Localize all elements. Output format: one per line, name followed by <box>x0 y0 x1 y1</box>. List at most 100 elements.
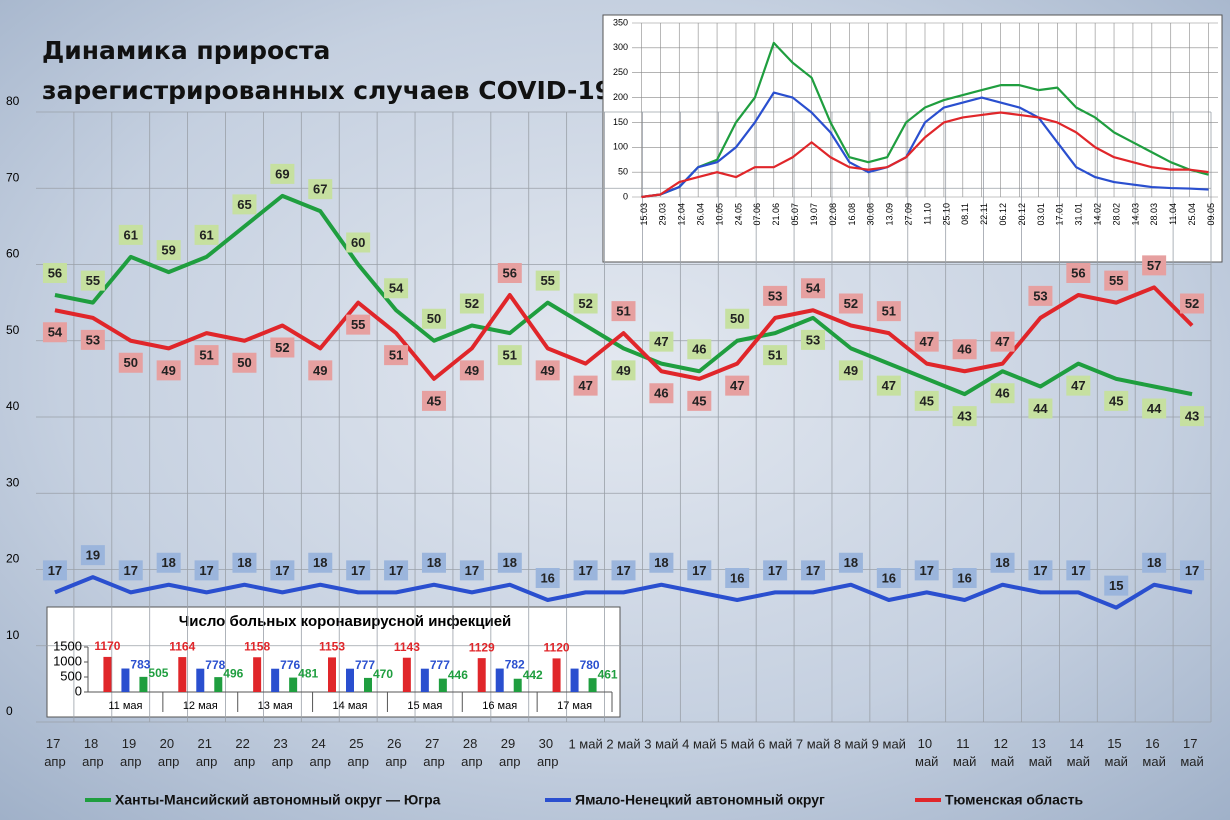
value-label-box <box>346 232 371 253</box>
y-tick-label: 60 <box>6 247 20 261</box>
value-label: 17 <box>616 563 630 578</box>
value-label-box <box>1028 398 1053 419</box>
bar <box>271 668 280 692</box>
value-label: 442 <box>523 668 543 682</box>
x-tick-label: 21.06 <box>771 203 781 226</box>
x-tick-label: 31.01 <box>1074 203 1084 226</box>
value-label-box <box>1180 406 1205 427</box>
value-label: 54 <box>48 325 63 340</box>
value-label: 46 <box>654 386 668 401</box>
value-label: 778 <box>205 658 225 672</box>
value-label-box <box>611 301 636 322</box>
value-label-box <box>156 360 181 381</box>
value-label-box <box>1028 285 1053 306</box>
x-tick-label: 24 апр <box>310 736 332 769</box>
inset-frame <box>602 14 1223 263</box>
value-label-box <box>459 360 484 381</box>
x-tick-label: 25 апр <box>347 736 369 769</box>
bar <box>495 668 504 692</box>
value-label-box <box>725 308 750 329</box>
value-label-box <box>952 568 977 588</box>
value-label: 782 <box>505 658 525 672</box>
value-label-box <box>801 560 826 581</box>
value-label-box <box>914 390 939 411</box>
x-tick-label: 12 мая <box>183 700 218 712</box>
value-label-box <box>763 345 788 366</box>
x-tick-label: 29 апр <box>499 736 521 769</box>
bar <box>253 657 262 692</box>
series-line <box>641 41 1209 199</box>
value-label-box <box>346 560 371 581</box>
value-label: 50 <box>730 311 744 326</box>
value-label: 51 <box>768 348 782 363</box>
value-label: 17 <box>351 563 365 578</box>
value-label: 481 <box>298 667 318 681</box>
value-label: 69 <box>275 166 289 181</box>
x-tick-label: 1 май <box>568 736 602 751</box>
value-label-box <box>421 308 446 329</box>
value-label: 53 <box>86 332 100 347</box>
value-label: 1120 <box>544 641 570 655</box>
value-label: 15 <box>1109 578 1123 593</box>
value-label: 47 <box>995 334 1009 349</box>
bar <box>420 668 429 692</box>
series-line <box>641 111 1209 199</box>
value-label-box <box>725 375 750 396</box>
y-tick-label: 0 <box>6 704 13 718</box>
x-tick-label: 13 май <box>1029 736 1052 769</box>
value-label: 47 <box>654 334 668 349</box>
value-label-box <box>611 360 636 381</box>
bar <box>588 678 597 692</box>
value-label: 17 <box>1185 563 1199 578</box>
value-label-box <box>838 552 863 573</box>
value-label: 505 <box>148 666 168 680</box>
value-label: 52 <box>275 340 289 355</box>
x-tick-label: 10.05 <box>714 203 724 226</box>
value-label-box <box>421 552 446 573</box>
value-label: 49 <box>465 363 479 378</box>
x-tick-label: 5 май <box>720 736 754 751</box>
value-label-box <box>270 560 295 581</box>
value-label-box <box>1066 263 1091 283</box>
x-tick-label: 03.01 <box>1036 203 1046 226</box>
x-tick-label: 14.02 <box>1093 203 1103 226</box>
value-label: 67 <box>313 182 327 197</box>
y-tick-label: 250 <box>613 67 628 77</box>
value-label: 50 <box>427 311 441 326</box>
y-tick-label: 40 <box>6 399 20 413</box>
value-label-box <box>611 560 636 581</box>
legend-label: Ямало-Ненецкий автономный округ <box>575 792 825 808</box>
value-label-box <box>80 270 105 291</box>
x-tick-label: 16.08 <box>847 203 857 226</box>
bar <box>402 657 411 692</box>
value-label: 61 <box>199 227 213 242</box>
x-tick-label: 27.09 <box>903 203 913 226</box>
x-tick-label: 14.03 <box>1130 203 1140 226</box>
value-label-box <box>232 552 257 573</box>
x-tick-label: 27 апр <box>423 736 445 769</box>
value-label-box <box>42 322 67 343</box>
bar-title: Число больных коронавирусной инфекцией <box>179 613 512 630</box>
x-tick-label: 09.05 <box>1206 203 1216 226</box>
x-tick-label: 30.08 <box>866 203 876 226</box>
value-label-box <box>118 224 143 245</box>
value-label: 17 <box>806 563 820 578</box>
value-label: 53 <box>768 288 782 303</box>
value-label: 55 <box>540 273 554 288</box>
bar <box>121 668 130 692</box>
value-label: 49 <box>616 363 630 378</box>
x-tick-label: 26 апр <box>385 736 407 769</box>
value-label: 783 <box>130 658 150 672</box>
value-label: 45 <box>1109 393 1123 408</box>
value-label: 1158 <box>244 639 270 653</box>
legend-label: Тюменская область <box>945 792 1084 808</box>
x-tick-label: 25.10 <box>941 203 951 226</box>
value-label-box <box>1104 575 1129 596</box>
value-label: 49 <box>161 363 175 378</box>
value-label: 46 <box>995 386 1009 401</box>
x-tick-label: 3 май <box>644 736 678 751</box>
x-tick-label: 7 май <box>796 736 830 751</box>
value-label: 47 <box>882 378 896 393</box>
value-label-box <box>914 560 939 581</box>
